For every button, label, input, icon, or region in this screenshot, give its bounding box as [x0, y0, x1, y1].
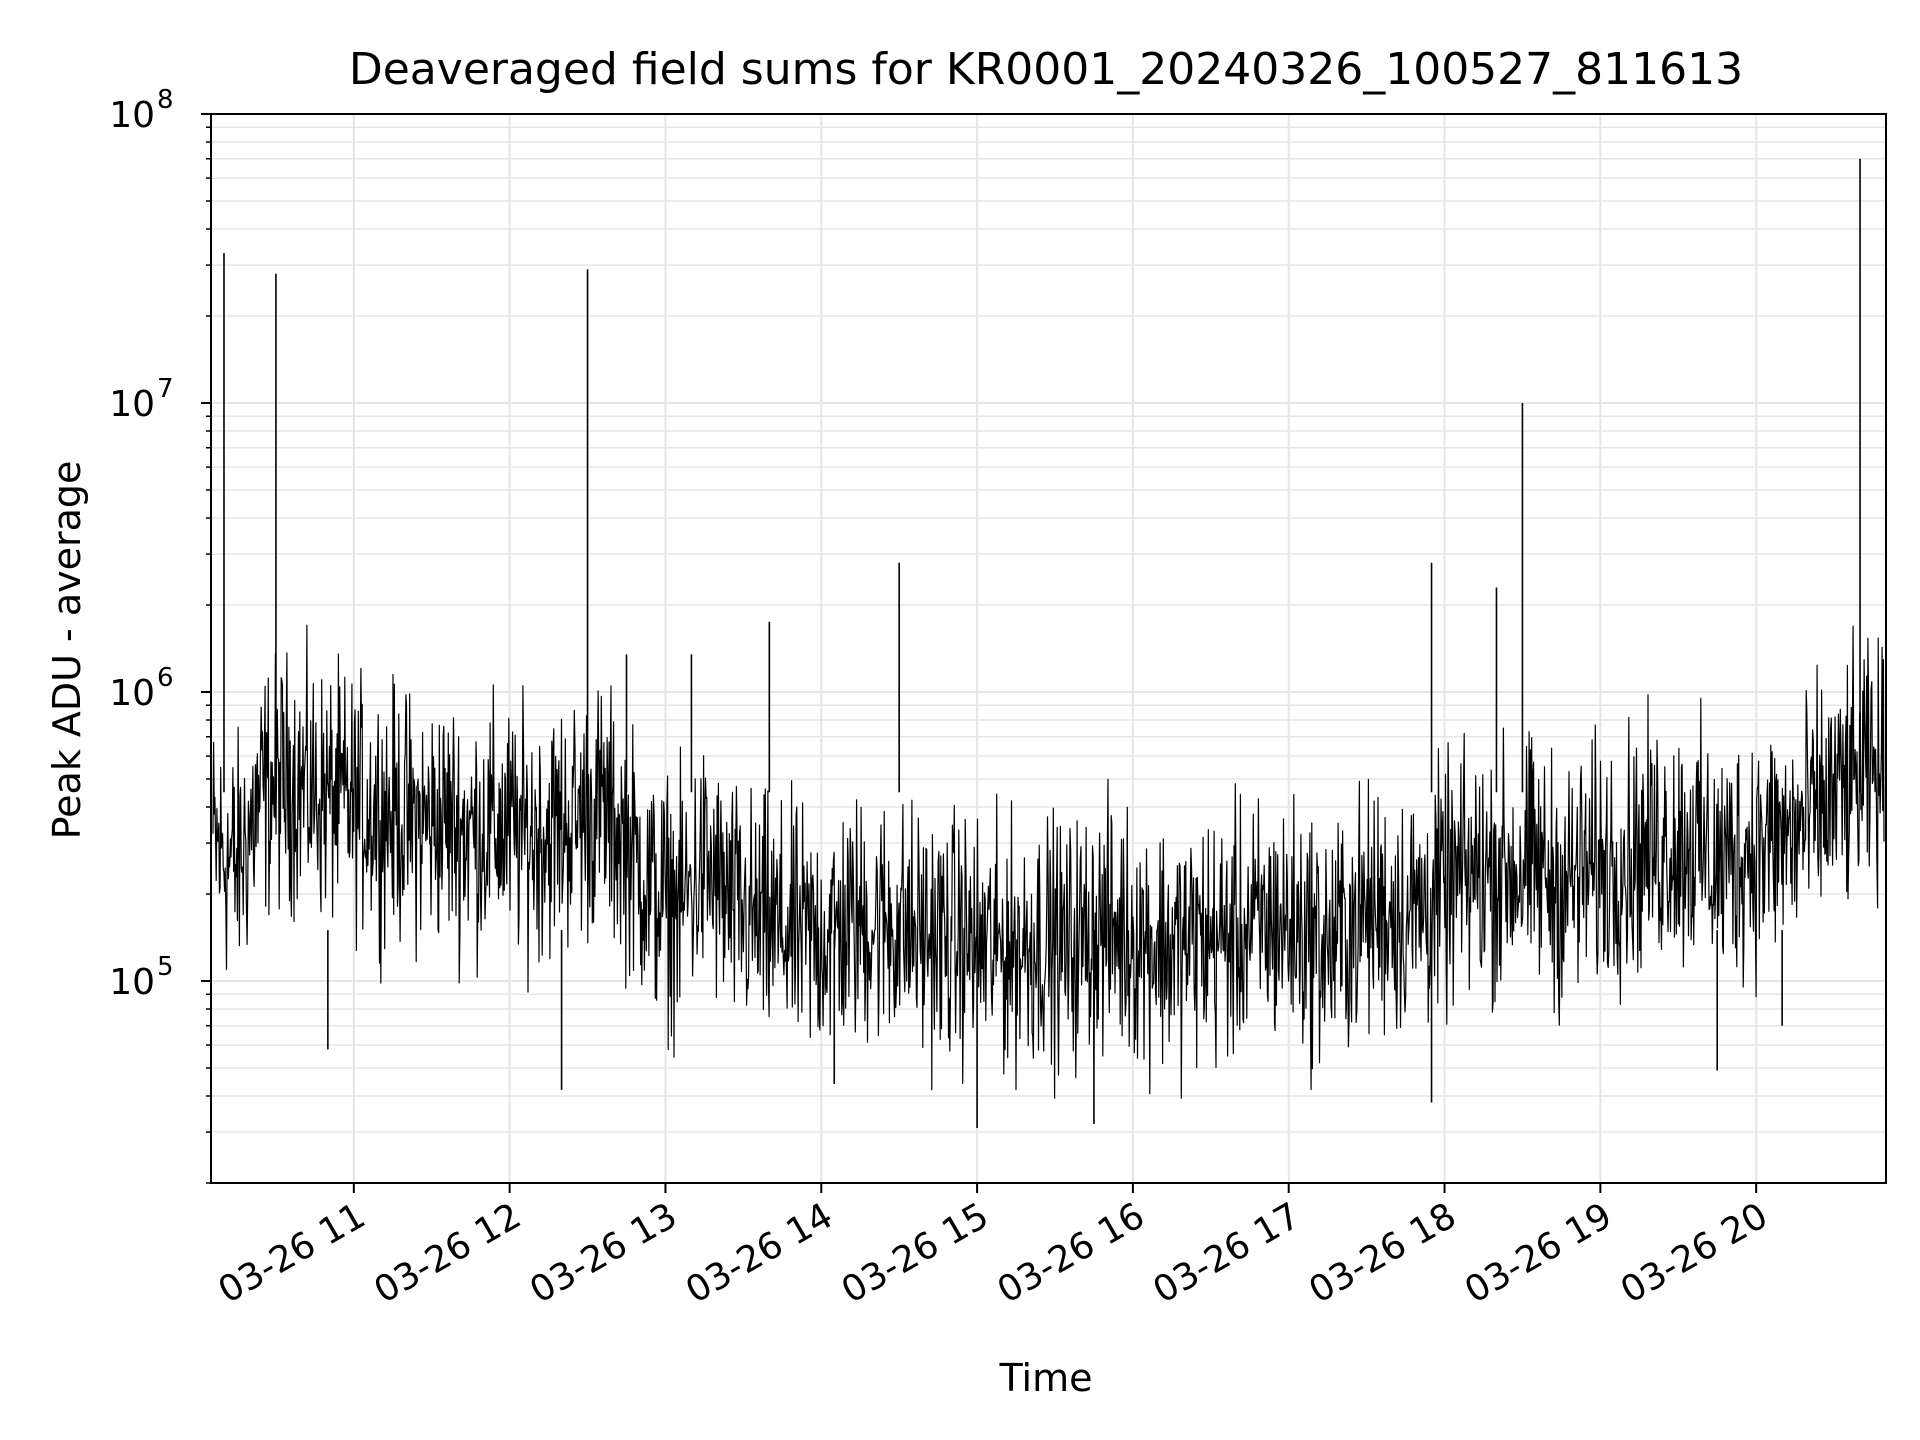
series-group	[212, 158, 1885, 1128]
grid-lines	[211, 113, 1886, 1184]
x-axis-label: Time	[999, 1356, 1093, 1400]
y-tick-label: 10	[109, 673, 155, 714]
y-tick-label: 10	[109, 95, 155, 136]
series-line	[212, 624, 1885, 1099]
y-axis-label: Peak ADU - average	[45, 461, 89, 840]
y-tick-label: 10	[109, 384, 155, 425]
x-tick-label: 03-26 13	[523, 1195, 684, 1311]
x-tick-label: 03-26 16	[991, 1195, 1152, 1311]
x-tick-label: 03-26 20	[1614, 1195, 1775, 1311]
y-tick-exponent: 7	[157, 374, 174, 404]
x-tick-label: 03-26 15	[835, 1195, 996, 1311]
y-tick-label: 10	[109, 962, 155, 1003]
x-tick-label: 03-26 18	[1302, 1195, 1463, 1311]
y-tick-exponent: 5	[157, 952, 174, 982]
x-tick-label: 03-26 11	[212, 1195, 373, 1311]
chart-title: Deaveraged field sums for KR0001_2024032…	[349, 44, 1743, 95]
x-tick-label: 03-26 12	[367, 1195, 528, 1311]
x-tick-label: 03-26 14	[679, 1195, 840, 1311]
x-tick-label: 03-26 19	[1458, 1195, 1619, 1311]
y-tick-exponent: 6	[157, 663, 174, 693]
x-tick-label: 03-26 17	[1147, 1195, 1308, 1311]
plot-frame	[210, 113, 1887, 1184]
y-tick-exponent: 8	[157, 85, 174, 115]
